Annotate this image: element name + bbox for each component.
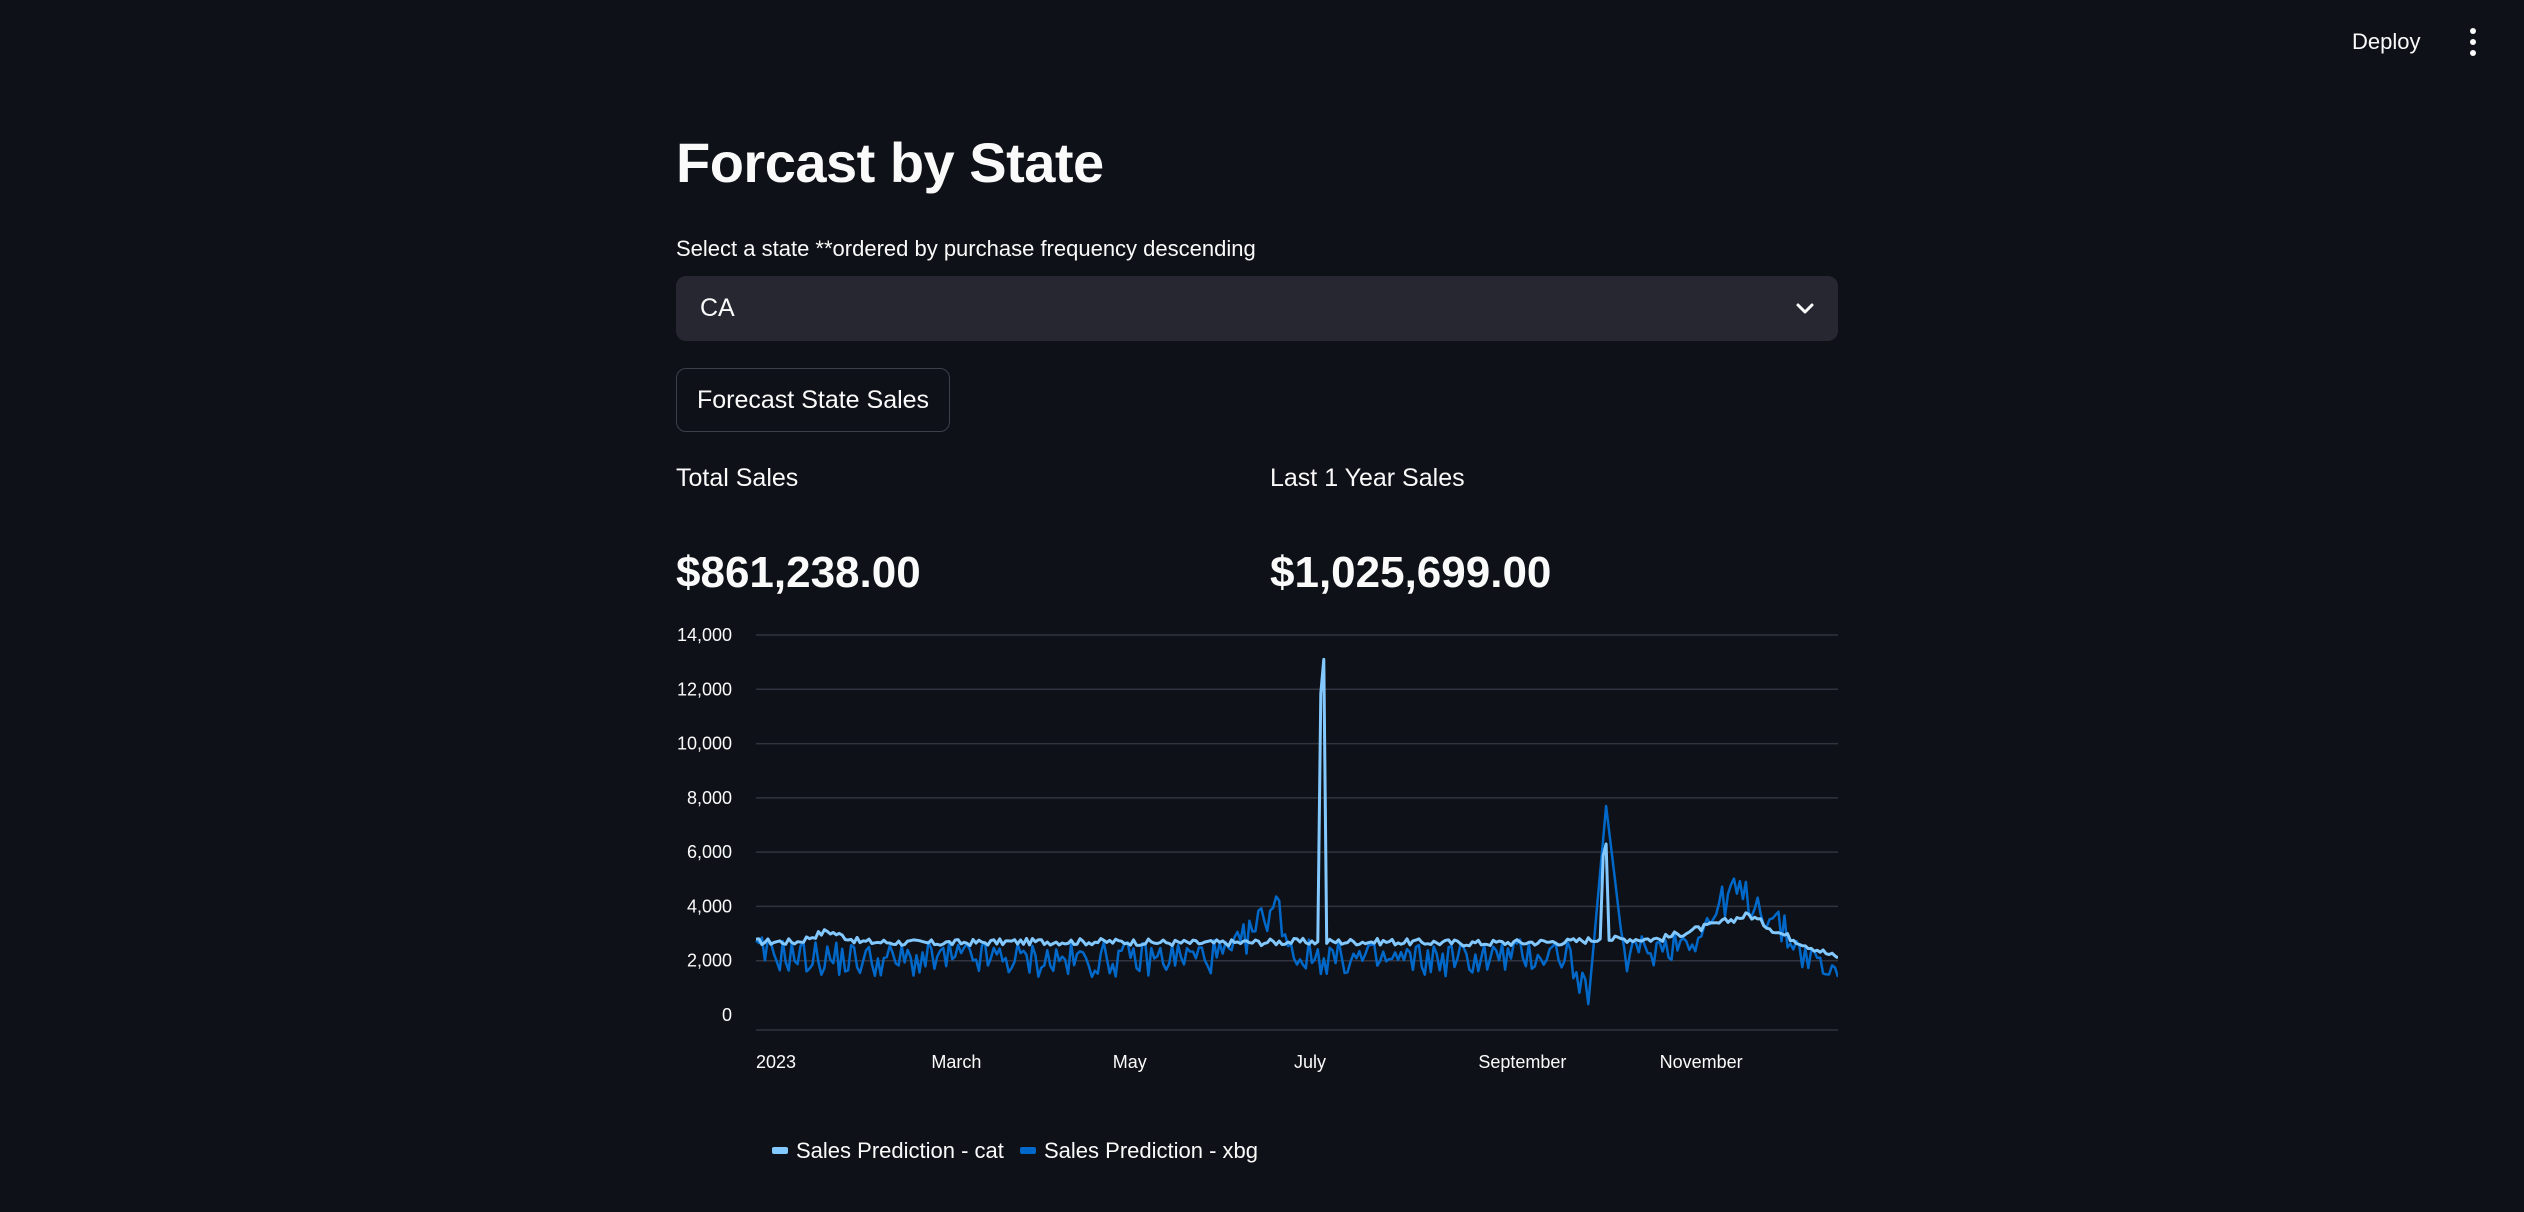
total-sales-label: Total Sales <box>676 464 799 492</box>
x-tick-label: 2023 <box>756 1052 796 1072</box>
legend-swatch <box>772 1147 788 1154</box>
state-select[interactable]: CA <box>676 276 1838 341</box>
legend-swatch <box>1020 1147 1036 1154</box>
x-tick-label: March <box>931 1052 981 1072</box>
y-tick-label: 8,000 <box>687 788 732 808</box>
y-tick-label: 0 <box>722 1005 732 1025</box>
y-tick-label: 12,000 <box>677 679 732 699</box>
state-select-label: Select a state **ordered by purchase fre… <box>676 236 1256 261</box>
top-toolbar: Deploy <box>0 0 2524 84</box>
x-tick-label: November <box>1660 1052 1743 1072</box>
chevron-down-icon <box>1796 303 1814 314</box>
forecast-state-sales-button[interactable]: Forecast State Sales <box>676 368 951 432</box>
last-year-sales-label: Last 1 Year Sales <box>1270 464 1465 492</box>
deploy-button[interactable]: Deploy <box>2340 24 2432 60</box>
legend-label: Sales Prediction - cat <box>796 1138 1004 1163</box>
page-title: Forcast by State <box>676 131 1104 194</box>
y-tick-label: 10,000 <box>677 734 732 754</box>
last-year-sales-value: $1,025,699.00 <box>1270 548 1552 597</box>
x-tick-label: May <box>1113 1052 1147 1072</box>
total-sales-value: $861,238.00 <box>676 548 921 597</box>
sales-forecast-chart[interactable]: 0 2,000 4,000 6,000 8,000 10,000 12,000 14,000 2… <box>676 620 1838 1180</box>
kebab-vertical-icon[interactable] <box>2458 26 2488 58</box>
y-tick-label: 4,000 <box>687 896 732 916</box>
y-tick-label: 14,000 <box>677 625 732 645</box>
legend-label: Sales Prediction - xbg <box>1044 1138 1258 1163</box>
x-tick-label: July <box>1294 1052 1326 1072</box>
y-tick-label: 2,000 <box>687 951 732 971</box>
series-line-xbg <box>755 804 1838 1006</box>
state-select-value: CA <box>700 294 735 322</box>
y-tick-label: 6,000 <box>687 842 732 862</box>
x-tick-label: September <box>1478 1052 1566 1072</box>
series-line-cat <box>755 657 1838 960</box>
